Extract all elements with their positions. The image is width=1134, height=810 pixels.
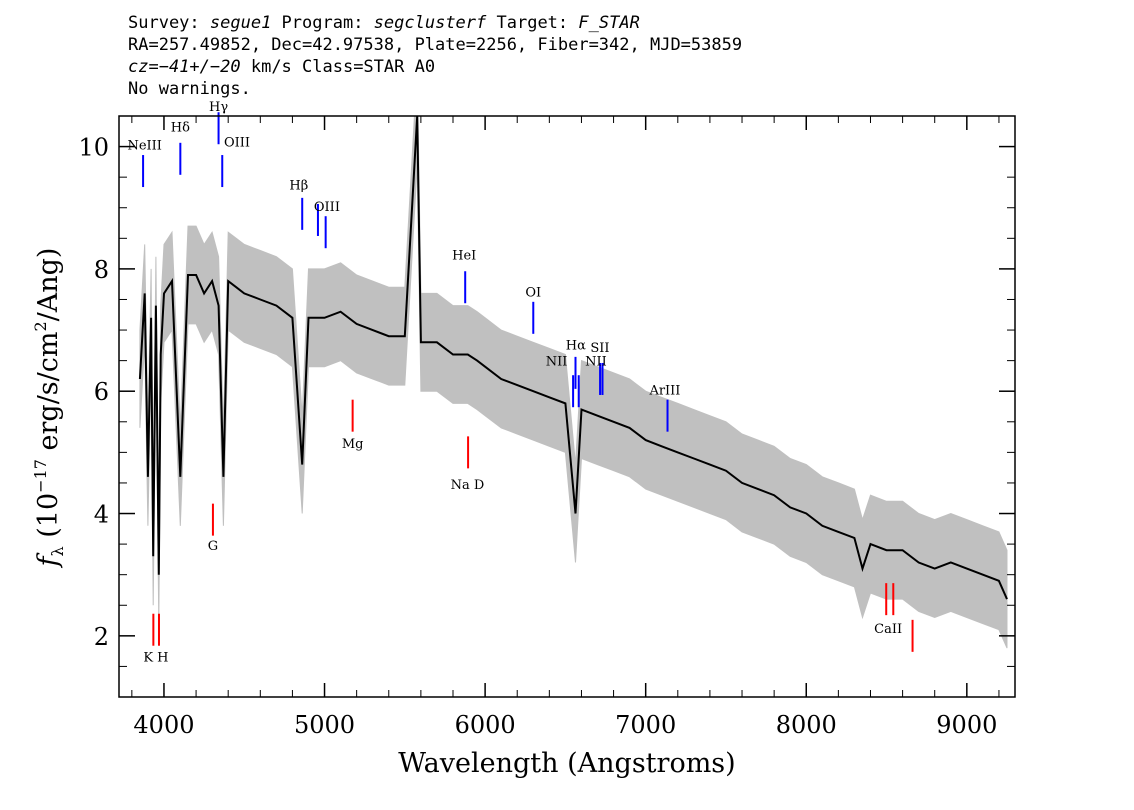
x-tick-label: 4000 (133, 711, 194, 739)
header-line-coordinates: RA=257.49852, Dec=42.97538, Plate=2256, … (128, 35, 743, 55)
cz-label: cz (128, 57, 149, 77)
class-text: km/s Class=STAR A0 (240, 57, 436, 77)
x-tick-label: 6000 (455, 711, 516, 739)
flux-series (138, 116, 1008, 600)
line-label: Mg (342, 437, 364, 452)
y-axis-label: fλ (10−17 erg/s/cm2/Ang) (31, 248, 67, 569)
program-label: Program: (271, 13, 374, 33)
spectral-line-markers: NeIIIHδHγOIIIHβOIIIHeIOIHαNIISIINIIArIII… (127, 100, 914, 666)
line-label: Na D (451, 478, 485, 493)
error-band-area (139, 116, 1008, 649)
line-label: Hβ (289, 178, 308, 193)
line-label: Hα (566, 339, 586, 354)
header-line-warnings: No warnings. (128, 79, 251, 99)
plot-frame (118, 115, 1016, 698)
x-tick-label: 8000 (776, 711, 837, 739)
cz-value: =−41+/−20 (148, 57, 241, 77)
x-tick-label: 7000 (615, 711, 676, 739)
line-label: K H (143, 651, 168, 666)
x-axis-label: Wavelength (Angstroms) (398, 748, 735, 779)
line-label: NeIII (127, 139, 161, 154)
axes: 4000 5000 6000 7000 8000 9000 2 4 6 8 10 (78, 115, 1015, 739)
line-label: Hδ (171, 120, 190, 135)
x-tick-label: 5000 (294, 711, 355, 739)
error-band (139, 116, 1008, 649)
line-label: HeI (452, 249, 476, 264)
flux-line (138, 116, 1008, 600)
line-label: ArIII (648, 383, 680, 398)
target-label: Target: (486, 13, 579, 33)
line-label: OIII (314, 200, 340, 215)
spectrum-header: Survey: segue1 Program: segclusterf Targ… (128, 12, 742, 100)
line-label: SII (590, 341, 609, 356)
header-line-redshift: cz=−41+/−20 km/s Class=STAR A0 (128, 56, 742, 78)
line-label: CaII (874, 622, 902, 637)
x-tick-label: 9000 (936, 711, 997, 739)
line-label: Hγ (209, 100, 228, 115)
header-line-survey: Survey: segue1 Program: segclusterf Targ… (128, 12, 742, 34)
y-tick-label: 8 (94, 256, 109, 284)
line-label: OI (525, 285, 541, 300)
y-tick-label: 10 (78, 134, 109, 162)
line-label: G (208, 539, 218, 554)
program-value: segclusterf (373, 13, 487, 33)
y-tick-label: 6 (94, 378, 109, 406)
line-label: NII (585, 355, 607, 370)
y-tick-label: 4 (94, 501, 109, 529)
survey-label: Survey: (128, 13, 210, 33)
survey-value: segue1 (209, 13, 272, 33)
line-label: OIII (224, 136, 250, 151)
target-value: F_STAR (578, 13, 640, 33)
line-label: NII (546, 355, 568, 370)
y-tick-label: 2 (94, 623, 109, 651)
